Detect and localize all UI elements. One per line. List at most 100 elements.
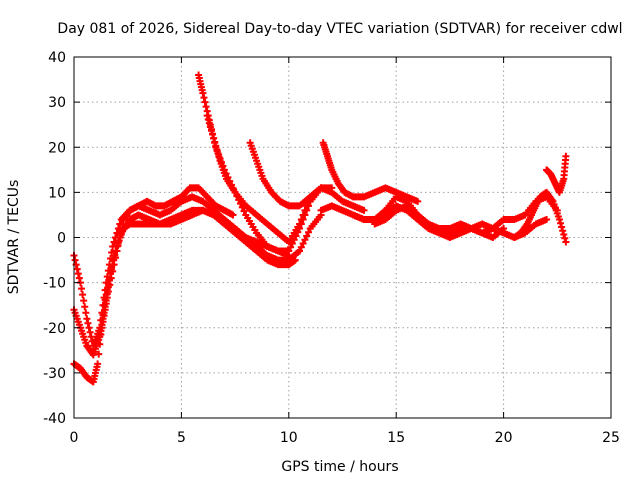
data-point xyxy=(297,243,305,251)
data-point xyxy=(81,303,89,311)
y-tick-label: 0 xyxy=(57,231,66,247)
data-point xyxy=(287,243,295,251)
data-point xyxy=(229,211,237,219)
data-point xyxy=(73,265,81,273)
y-tick-label: -30 xyxy=(43,366,66,382)
data-point xyxy=(200,94,208,102)
data-point xyxy=(297,215,305,223)
data-point xyxy=(71,256,79,264)
data-point xyxy=(112,254,120,262)
data-point xyxy=(214,149,222,157)
data-point xyxy=(558,223,566,231)
data-point xyxy=(113,247,121,255)
data-point xyxy=(303,232,311,240)
data-point xyxy=(562,152,570,160)
x-tick-label: 10 xyxy=(280,430,298,446)
data-point xyxy=(108,249,116,257)
data-point xyxy=(114,242,122,250)
data-point xyxy=(304,228,312,236)
data-point xyxy=(80,297,88,305)
data-point xyxy=(296,247,304,255)
data-point xyxy=(94,360,102,368)
series-track-k xyxy=(371,202,551,241)
data-point xyxy=(103,294,111,302)
x-tick-label: 25 xyxy=(602,430,620,446)
data-point xyxy=(106,281,114,289)
data-point xyxy=(205,119,213,127)
data-point xyxy=(212,142,220,150)
data-point xyxy=(303,202,311,210)
data-point xyxy=(211,138,219,146)
data-point xyxy=(103,273,111,281)
data-point xyxy=(299,211,307,219)
series-track-m xyxy=(543,152,570,196)
data-point xyxy=(201,98,209,106)
x-tick-label: 20 xyxy=(495,430,513,446)
series-track-h xyxy=(319,139,422,205)
data-point xyxy=(86,328,94,336)
data-point xyxy=(112,234,120,241)
data-point xyxy=(560,230,568,238)
data-point xyxy=(110,238,118,246)
y-tick-label: 20 xyxy=(48,140,66,156)
data-point xyxy=(115,237,123,245)
data-point xyxy=(79,291,87,299)
data-point xyxy=(240,207,248,215)
data-point xyxy=(215,153,223,161)
series-track-g xyxy=(246,139,368,214)
data-point xyxy=(296,220,304,228)
data-point xyxy=(562,238,570,246)
data-point xyxy=(555,215,563,223)
data-point xyxy=(100,312,108,320)
data-point xyxy=(102,300,110,308)
y-axis-label: SDTVAR / TECUs xyxy=(6,180,22,295)
data-point xyxy=(206,123,214,131)
data-point xyxy=(360,206,368,214)
data-point xyxy=(116,231,124,239)
data-point xyxy=(83,315,91,323)
data-points xyxy=(70,71,570,386)
x-tick-label: 15 xyxy=(387,430,405,446)
data-point xyxy=(414,197,422,205)
x-tick-label: 5 xyxy=(177,430,186,446)
data-point xyxy=(75,274,83,282)
data-point xyxy=(557,219,565,227)
data-point xyxy=(213,146,221,154)
data-point xyxy=(99,318,107,326)
y-tick-label: 10 xyxy=(48,185,66,201)
data-point xyxy=(288,240,296,248)
data-point xyxy=(109,267,117,275)
data-point xyxy=(110,261,118,269)
x-axis-label: GPS time / hours xyxy=(281,459,398,475)
data-point xyxy=(84,319,92,327)
y-tick-label: 40 xyxy=(48,50,66,66)
chart-title: Day 081 of 2026, Sidereal Day-to-day VTE… xyxy=(57,21,622,37)
data-point xyxy=(102,279,110,287)
data-point xyxy=(82,309,90,317)
data-point xyxy=(117,226,125,234)
data-point xyxy=(107,274,115,282)
data-point xyxy=(204,115,212,123)
data-point xyxy=(85,324,93,332)
data-point xyxy=(199,89,207,97)
series-track-l xyxy=(510,188,570,246)
y-tick-label: -10 xyxy=(43,276,66,292)
axes: 0 5 10 15 20 25 -40 -30 -20 -10 0 10 20 30 40 xyxy=(43,50,620,446)
data-point xyxy=(202,103,210,111)
data-point xyxy=(561,234,569,242)
grid xyxy=(74,57,611,418)
data-point xyxy=(118,221,126,229)
y-tick-label: -40 xyxy=(43,411,66,427)
x-tick-label: 0 xyxy=(70,430,79,446)
y-tick-label: -20 xyxy=(43,321,66,337)
y-tick-label: 30 xyxy=(48,95,66,111)
data-point xyxy=(285,247,293,255)
data-point xyxy=(299,240,307,248)
data-point xyxy=(210,134,218,142)
data-point xyxy=(301,206,309,214)
data-point xyxy=(98,324,106,332)
data-point xyxy=(301,236,309,244)
series-track-d xyxy=(91,184,237,350)
data-point xyxy=(104,288,112,296)
